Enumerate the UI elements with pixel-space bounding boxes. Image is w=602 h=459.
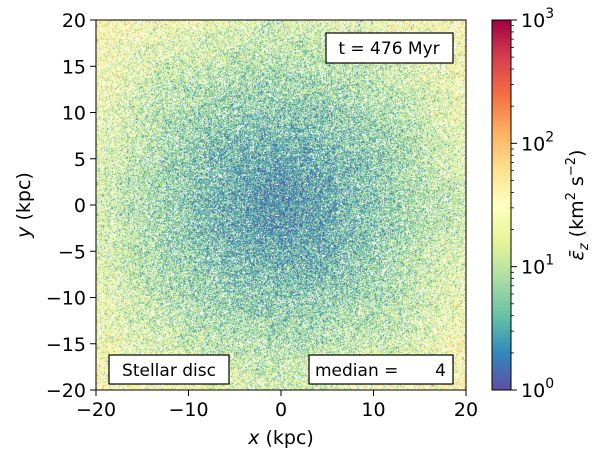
median-annotation: median = 4 <box>308 354 454 385</box>
y-tick-label: −10 <box>46 288 86 310</box>
colorbar-tick-exp: 1 <box>545 253 554 269</box>
y-tick-label: 0 <box>74 195 86 217</box>
y-tick-label: 5 <box>74 149 86 171</box>
colorbar-frame <box>491 19 512 391</box>
colorbar-symbol-sub: z <box>577 242 592 251</box>
median-value: 4 <box>435 361 446 381</box>
component-text: Stellar disc <box>122 361 216 381</box>
colorbar-tick-label: 102 <box>521 129 554 155</box>
x-axis-label: x (kpc) <box>247 427 314 449</box>
y-axis-unit: (kpc) <box>13 172 35 226</box>
colorbar-tick-exp: 3 <box>545 6 554 22</box>
x-tick-label: 20 <box>454 399 478 421</box>
time-box <box>325 32 454 64</box>
colorbar-unit-pre: (km <box>566 200 588 237</box>
colorbar-tick-exp: 2 <box>545 129 554 145</box>
y-tick-label: 10 <box>62 103 86 125</box>
time-annotation: t = 476 Myr <box>325 32 454 64</box>
median-box <box>308 354 454 385</box>
x-axis-var: x <box>247 427 260 449</box>
y-tick-label: 15 <box>62 56 86 78</box>
time-text: t = 476 Myr <box>338 39 439 59</box>
y-axis-label: y (kpc) <box>13 172 35 239</box>
colorbar-unit-post: ) <box>566 150 588 157</box>
x-tick-label: −10 <box>168 399 208 421</box>
colorbar-tick-base: 10 <box>521 133 545 155</box>
colorbar-unit-sup1: 2 <box>564 192 579 200</box>
x-tick-label: 10 <box>361 399 385 421</box>
colorbar-unit-sup2: −2 <box>564 157 579 176</box>
colorbar-symbol: ε̄ <box>566 250 588 260</box>
colorbar-tick-base: 10 <box>521 380 545 402</box>
colorbar-tick-label: 103 <box>521 6 554 32</box>
median-label: median = <box>315 361 398 381</box>
y-tick-label: −15 <box>46 334 86 356</box>
x-tick-label: 0 <box>275 399 287 421</box>
colorbar-unit-mid: s <box>566 176 588 192</box>
colorbar-tick-label: 100 <box>521 376 554 402</box>
y-tick-label: −20 <box>46 380 86 402</box>
y-axis-ticks: −20 −15 −10 −5 0 5 10 15 20 <box>46 10 96 402</box>
colorbar-gradient <box>492 20 511 390</box>
colorbar-label: ε̄z (km2 s−2) <box>564 150 592 261</box>
colorbar-tick-label: 101 <box>521 253 554 279</box>
component-box <box>108 354 230 385</box>
x-axis-unit: (kpc) <box>259 427 313 449</box>
component-annotation: Stellar disc <box>108 354 230 385</box>
plot-area <box>95 19 467 391</box>
colorbar-tick-exp: 0 <box>545 376 554 392</box>
y-tick-label: 20 <box>62 10 86 32</box>
x-axis-ticks: −20 −10 0 10 20 <box>76 390 478 421</box>
x-tick-label: −20 <box>76 399 116 421</box>
colorbar-tick-base: 10 <box>521 10 545 32</box>
y-axis-var: y <box>13 226 35 239</box>
colorbar-tick-base: 10 <box>521 257 545 279</box>
y-tick-label: −5 <box>58 241 86 263</box>
